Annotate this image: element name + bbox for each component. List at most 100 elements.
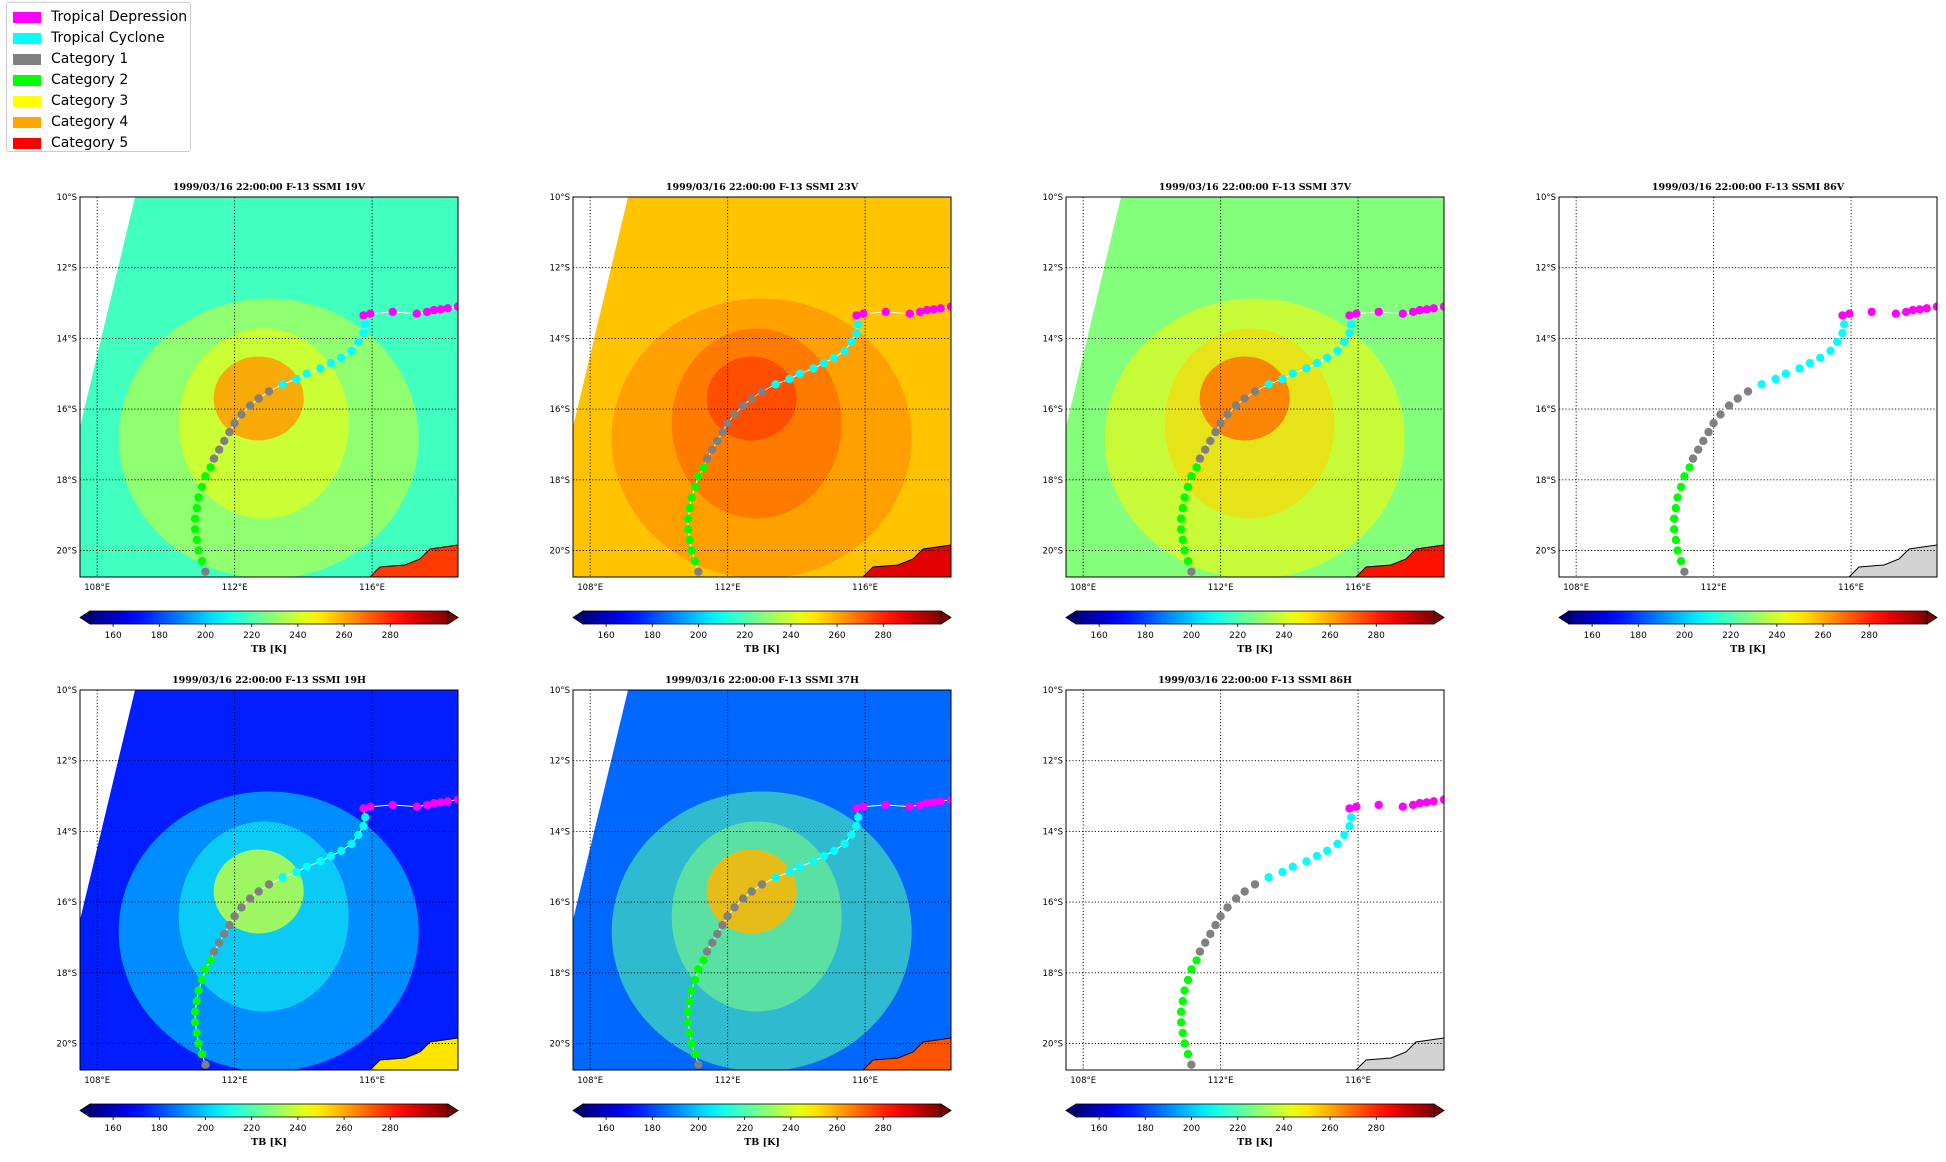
track-point [905, 309, 914, 318]
track-point [197, 1049, 207, 1059]
colorbar-tick-label: 260 [1321, 631, 1338, 641]
track-point [1415, 305, 1425, 315]
track-point [1743, 387, 1753, 396]
track-point [194, 546, 203, 555]
colorbar-tick-label: 180 [1137, 631, 1154, 641]
track-point [225, 427, 234, 437]
colorbar-extend-min [572, 1103, 584, 1118]
colorbar-label: TB [K] [744, 644, 780, 655]
colorbar-extend-min [1065, 1103, 1077, 1118]
legend-item: Tropical Depression [13, 7, 187, 27]
colorbar-extend-min [1558, 610, 1570, 625]
track-point [245, 894, 255, 903]
track-point [936, 797, 945, 806]
track-point [1374, 800, 1383, 810]
track-point [1312, 358, 1322, 368]
lon-tick-label: 108°E [84, 583, 110, 593]
track-point [1180, 986, 1189, 995]
legend-item: Tropical Cyclone [13, 28, 165, 48]
track-point [683, 1018, 693, 1027]
track-point [1840, 320, 1849, 329]
legend-label: Category 4 [51, 114, 129, 130]
map-frame [1065, 689, 1445, 1071]
lat-tick-label: 20°S [1043, 1039, 1063, 1049]
legend-swatch [13, 116, 41, 128]
track-point [215, 445, 224, 454]
track-point [230, 912, 239, 921]
lat-tick-label: 18°S [57, 969, 77, 979]
track-point [946, 795, 951, 804]
colorbar-tick-label: 240 [289, 631, 306, 641]
track-point [922, 305, 932, 315]
track-point [1345, 804, 1354, 813]
colorbar-tick-label: 260 [828, 1124, 845, 1134]
track-point [1347, 813, 1356, 822]
track-point [854, 813, 863, 822]
track-point [1180, 493, 1189, 502]
track-point [1178, 996, 1188, 1006]
colorbar-label: TB [K] [1237, 644, 1273, 655]
track-point [694, 965, 703, 974]
track-point [1374, 307, 1383, 317]
colorbar-extend-min [79, 610, 91, 625]
track-point [1278, 374, 1287, 384]
track-point [795, 862, 804, 871]
track-point [192, 1028, 201, 1038]
legend-label: Tropical Depression [51, 9, 188, 25]
map-background [1559, 197, 1937, 577]
lat-tick-label: 12°S [57, 264, 77, 274]
track-point [1180, 546, 1189, 555]
panel-title: 1999/03/16 22:00:00 F-13 SSMI 23V [666, 182, 859, 193]
colorbar [582, 610, 942, 625]
track-point [1845, 309, 1854, 318]
track-point [361, 320, 370, 329]
lat-tick-label: 10°S [1043, 686, 1063, 696]
track-point [1781, 369, 1791, 378]
colorbar-tick-label: 160 [105, 1124, 122, 1134]
map-background [1066, 690, 1444, 1070]
colorbar [1075, 610, 1435, 625]
colorbar-tick-label: 260 [828, 631, 845, 641]
colorbar [89, 610, 449, 625]
track-point [1206, 929, 1215, 939]
track-point [1223, 410, 1232, 419]
track-point [1240, 394, 1249, 403]
track-point [422, 800, 432, 810]
track-point [1223, 903, 1232, 912]
track-point [1340, 830, 1349, 840]
track-point [201, 567, 210, 576]
tb-panel-23v: 1999/03/16 22:00:00 F-13 SSMI 23V 108°E 11… [550, 182, 952, 655]
colorbar [1075, 1103, 1435, 1118]
lat-tick-label: 12°S [1043, 264, 1063, 274]
track-point [422, 307, 432, 317]
land-mass [1355, 1037, 1444, 1070]
legend-label: Tropical Cyclone [51, 30, 165, 46]
colorbar-label: TB [K] [1730, 644, 1766, 655]
track-point [1838, 311, 1847, 320]
track-point [747, 887, 756, 896]
colorbar-tick-label: 220 [736, 1124, 753, 1134]
track-point [192, 535, 201, 545]
map-frame [1558, 196, 1938, 578]
legend-item: Category 2 [13, 70, 128, 90]
track-point [1352, 802, 1361, 811]
lat-tick-label: 10°S [57, 686, 77, 696]
track-point [1826, 346, 1835, 355]
legend-swatch [13, 32, 41, 44]
track-point [687, 986, 696, 995]
track-point [795, 369, 804, 378]
colorbar-tick-label: 280 [382, 1124, 399, 1134]
colorbar-extend-max [447, 1103, 459, 1118]
track-point [1345, 311, 1354, 320]
track-point [220, 929, 229, 939]
legend-label: Category 3 [51, 93, 129, 109]
legend-swatch [13, 137, 41, 149]
track-point [809, 364, 818, 373]
track-point [201, 1060, 210, 1069]
track-point [881, 307, 890, 317]
track-point [847, 830, 856, 840]
tb-panel-37v: 1999/03/16 22:00:00 F-13 SSMI 37V 108°E 11… [1043, 182, 1445, 655]
lat-tick-label: 12°S [1536, 264, 1556, 274]
track-point [1231, 894, 1241, 903]
track-point [852, 821, 861, 831]
